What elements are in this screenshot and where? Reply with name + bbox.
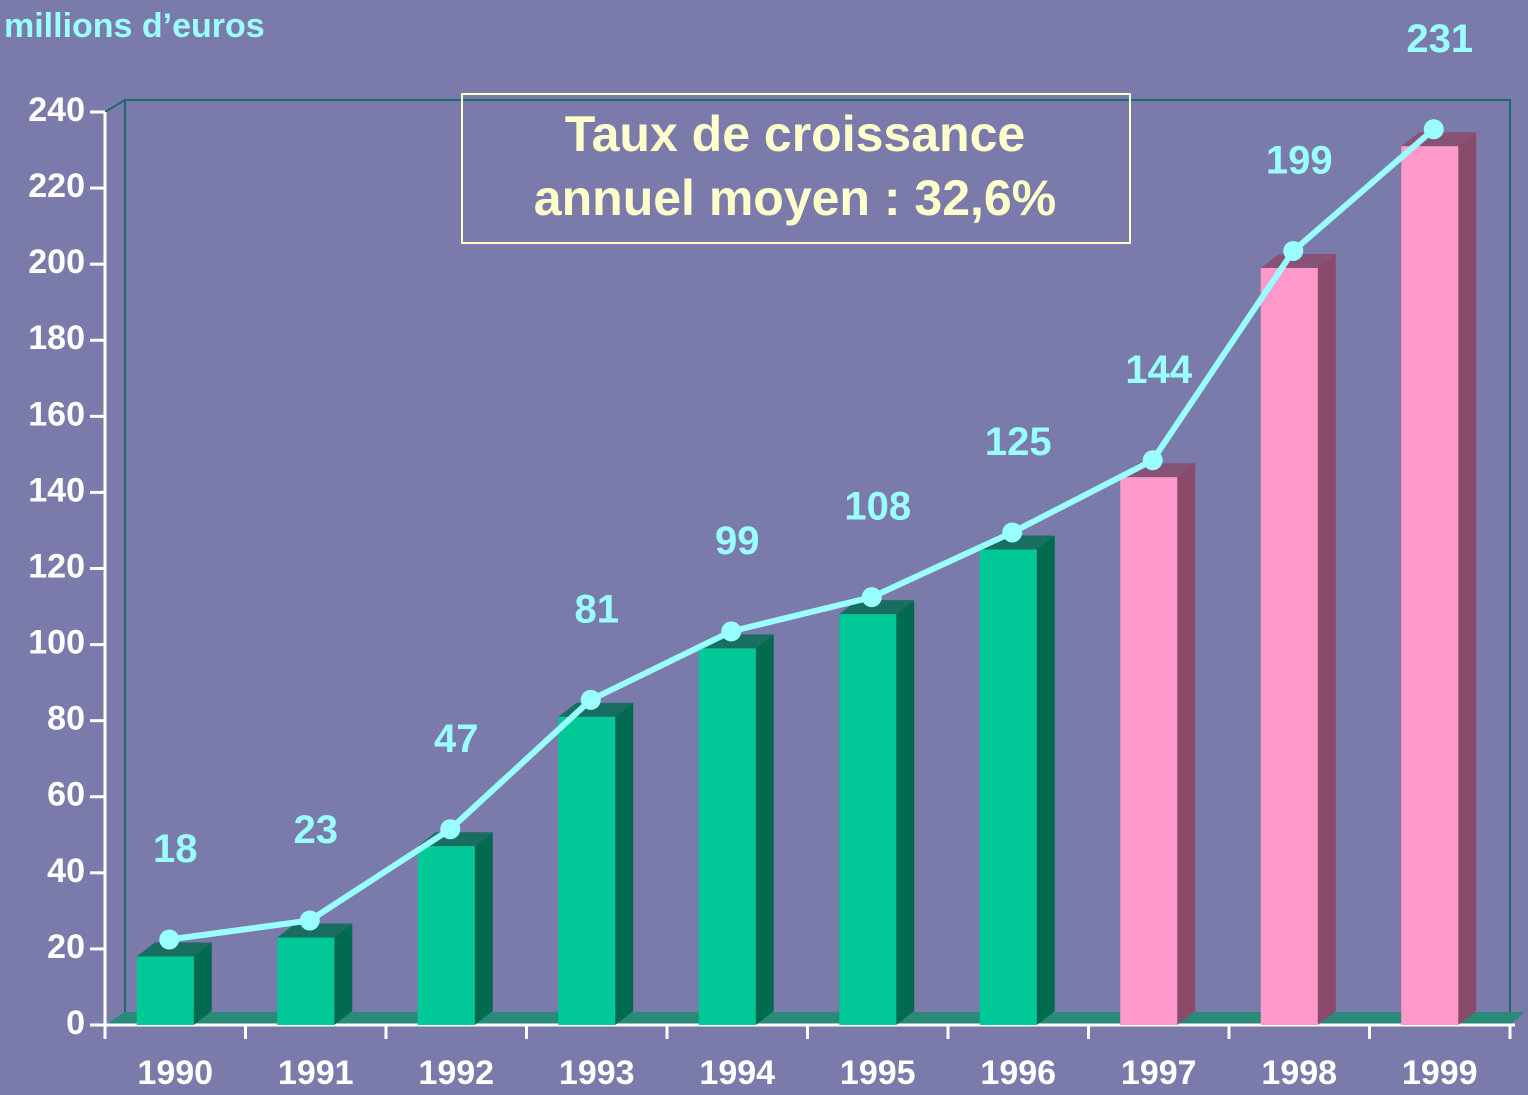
x-tick-label: 1991 bbox=[278, 1054, 354, 1092]
bar-side bbox=[474, 832, 493, 1025]
trend-marker bbox=[1283, 240, 1304, 261]
bar-side bbox=[1317, 253, 1336, 1026]
x-tick-label: 1997 bbox=[1121, 1054, 1197, 1092]
bar-top bbox=[136, 942, 212, 957]
bar-top bbox=[839, 600, 915, 615]
y-tick-label: 60 bbox=[47, 776, 85, 814]
y-tick-label: 0 bbox=[66, 1004, 85, 1042]
data-label: 47 bbox=[434, 717, 479, 761]
x-tick-label: 1998 bbox=[1261, 1054, 1337, 1092]
y-tick-label: 220 bbox=[28, 167, 85, 205]
y-tick-label: 120 bbox=[28, 547, 85, 585]
y-tick-label: 20 bbox=[47, 928, 85, 966]
trend-line bbox=[168, 126, 1436, 943]
bar bbox=[839, 614, 897, 1025]
bar-top bbox=[277, 923, 353, 938]
bar bbox=[979, 549, 1037, 1025]
x-tick-label: 1990 bbox=[137, 1054, 213, 1092]
x-tick-label: 1994 bbox=[699, 1054, 775, 1092]
trend-marker bbox=[861, 587, 882, 608]
bar-side bbox=[755, 634, 774, 1025]
bar-side bbox=[1036, 535, 1055, 1025]
trend-marker bbox=[1423, 119, 1444, 140]
y-tick-label: 200 bbox=[28, 243, 85, 281]
trend-marker bbox=[1002, 522, 1023, 543]
y-tick-label: 240 bbox=[28, 91, 85, 129]
bar bbox=[417, 846, 475, 1025]
data-label: 125 bbox=[985, 420, 1052, 464]
data-label: 231 bbox=[1406, 17, 1473, 61]
y-tick-label: 40 bbox=[47, 852, 85, 890]
bar bbox=[558, 716, 616, 1025]
data-label: 144 bbox=[1125, 348, 1192, 392]
trend-marker bbox=[1142, 450, 1163, 471]
bar-side bbox=[1458, 132, 1477, 1026]
data-label: 18 bbox=[153, 827, 198, 871]
bar bbox=[1260, 267, 1318, 1025]
trend-marker bbox=[299, 910, 320, 931]
y-axis-label: millions d’euros bbox=[4, 7, 265, 45]
bar bbox=[277, 937, 335, 1025]
data-label: 23 bbox=[294, 808, 339, 852]
trend-marker bbox=[580, 689, 601, 710]
data-label: 108 bbox=[844, 485, 911, 529]
data-label: 99 bbox=[715, 519, 760, 563]
y-tick-label: 180 bbox=[28, 319, 85, 357]
trend-marker bbox=[721, 621, 742, 642]
bar-side bbox=[896, 600, 915, 1025]
annotation-box bbox=[461, 93, 1131, 244]
annotation: annuel moyen : 32,6% bbox=[534, 170, 1056, 226]
y-tick-label: 160 bbox=[28, 395, 85, 433]
x-tick-label: 1995 bbox=[840, 1054, 916, 1092]
bar bbox=[136, 956, 194, 1025]
bar bbox=[698, 648, 756, 1025]
data-label: 81 bbox=[575, 587, 620, 631]
bar-top bbox=[1260, 253, 1336, 268]
bar-side bbox=[193, 942, 212, 1025]
annotation: Taux de croissance bbox=[565, 106, 1025, 162]
bar bbox=[1401, 146, 1459, 1026]
trend-marker bbox=[440, 819, 461, 840]
trend-marker bbox=[159, 929, 180, 950]
data-label: 199 bbox=[1266, 139, 1333, 183]
bar-side bbox=[615, 702, 634, 1025]
x-tick-label: 1996 bbox=[980, 1054, 1056, 1092]
y-tick-label: 100 bbox=[28, 624, 85, 662]
x-tick-label: 1999 bbox=[1402, 1054, 1478, 1092]
x-tick-label: 1993 bbox=[559, 1054, 635, 1092]
y-tick-label: 80 bbox=[47, 700, 85, 738]
bar-side bbox=[1177, 463, 1196, 1025]
bar bbox=[1120, 477, 1178, 1025]
x-tick-label: 1992 bbox=[418, 1054, 494, 1092]
bar-side bbox=[334, 923, 353, 1025]
y-tick-label: 140 bbox=[28, 471, 85, 509]
